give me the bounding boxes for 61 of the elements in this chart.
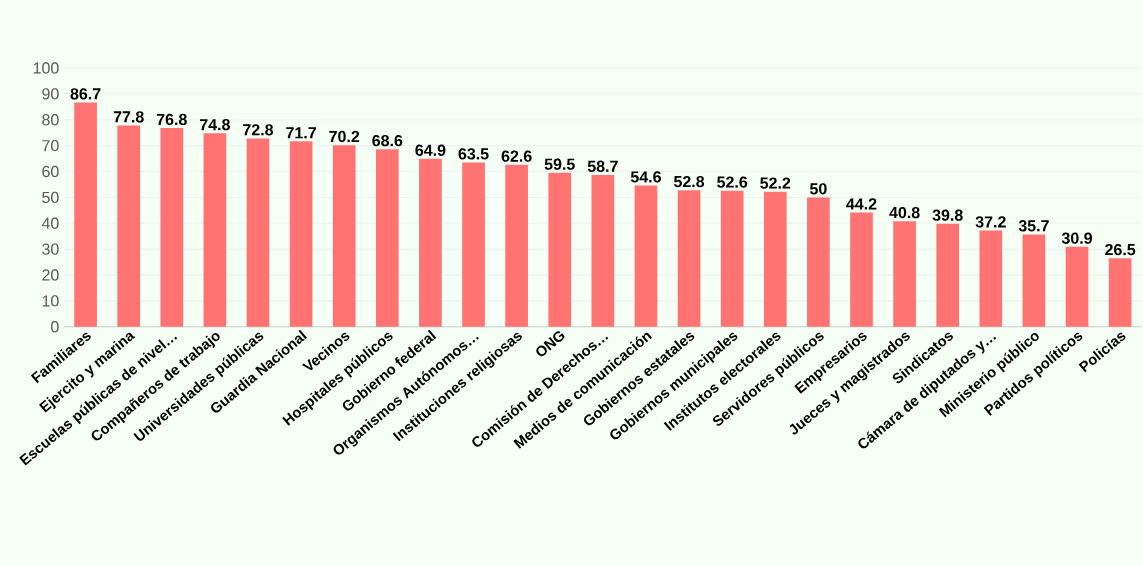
data-label: 52.8 [673, 176, 705, 188]
data-label: 50 [809, 183, 827, 195]
bar [246, 138, 270, 328]
bar [720, 190, 744, 328]
data-label: 71.7 [286, 127, 316, 139]
bar [591, 175, 615, 328]
y-tick-label: 80 [42, 114, 59, 126]
bar [289, 141, 313, 328]
data-label: 62.6 [501, 150, 532, 163]
data-label: 26.5 [1105, 244, 1136, 256]
bar [462, 162, 485, 328]
data-label: 44.2 [846, 198, 877, 210]
y-tick-label: 100 [33, 62, 59, 74]
data-label: 58.7 [587, 160, 618, 173]
y-tick-label: 60 [42, 166, 59, 178]
y-tick-label: 90 [42, 88, 59, 100]
y-tick-label: 0 [51, 321, 59, 333]
data-label: 54.6 [630, 171, 661, 183]
data-label: 39.8 [932, 209, 963, 222]
bar [74, 102, 97, 328]
bar [979, 230, 1003, 328]
data-label: 76.8 [156, 114, 187, 126]
data-label: 52.2 [760, 177, 791, 190]
data-label: 72.8 [243, 124, 274, 136]
data-label: 68.6 [372, 135, 403, 147]
bar [1065, 247, 1089, 328]
bar [1022, 234, 1046, 328]
data-label: 70.2 [329, 131, 360, 143]
bar [419, 159, 442, 328]
data-label: 64.9 [415, 144, 446, 157]
bar [203, 133, 227, 328]
bar [505, 165, 528, 328]
bar [1108, 258, 1132, 328]
data-label: 35.7 [1018, 220, 1049, 232]
data-label: 40.8 [889, 207, 920, 219]
y-tick-label: 10 [42, 295, 59, 307]
data-label: 59.5 [544, 158, 575, 171]
data-label: 63.5 [458, 148, 489, 160]
bar [677, 190, 701, 328]
data-label: 86.7 [70, 88, 101, 100]
y-tick-label: 50 [42, 191, 59, 204]
y-tick-label: 30 [42, 243, 59, 256]
bar [850, 212, 873, 328]
bar [548, 173, 572, 328]
data-label: 30.9 [1061, 232, 1092, 245]
bar [634, 185, 658, 328]
bar [893, 221, 916, 328]
data-label: 52.6 [717, 176, 748, 188]
bar [807, 197, 830, 328]
y-tick-label: 40 [41, 217, 59, 230]
y-tick-label: 70 [42, 140, 59, 152]
bar [117, 125, 141, 328]
bar [936, 224, 960, 328]
data-label: 74.8 [200, 119, 230, 131]
bar [375, 149, 399, 328]
y-tick-label: 20 [42, 269, 59, 281]
bar [160, 128, 184, 328]
bar [332, 145, 356, 328]
bar [763, 191, 787, 328]
data-label: 37.2 [975, 216, 1006, 228]
data-label: 77.8 [113, 111, 144, 123]
